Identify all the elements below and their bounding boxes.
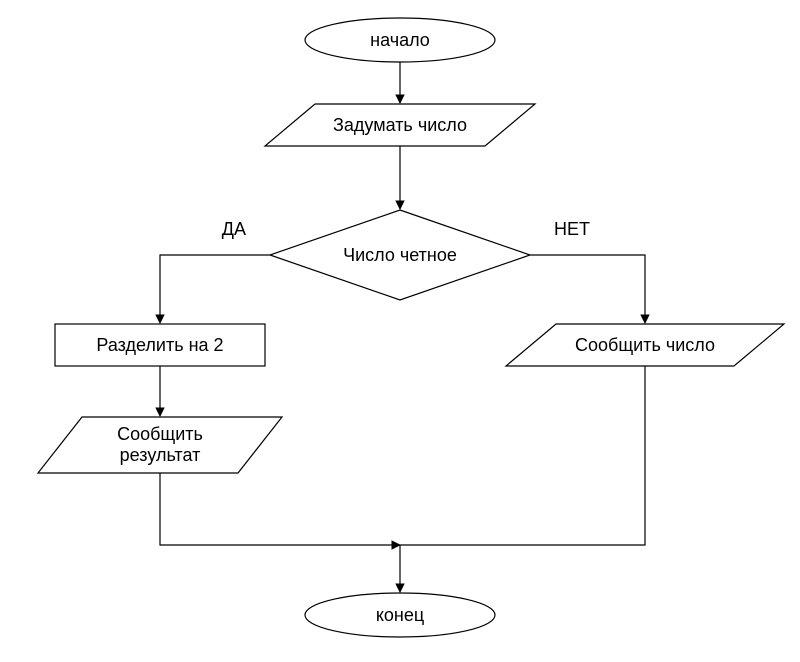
node-end: конец [305, 593, 495, 637]
node-yes-process: Разделить на 2 [55, 324, 265, 366]
node-start-label: начало [370, 30, 430, 50]
node-no-output: Сообщить число [506, 324, 784, 366]
node-yes-output-label1: Сообщить [117, 424, 203, 444]
branch-label-no: НЕТ [554, 219, 590, 239]
node-yes-output-label2: результат [120, 445, 201, 465]
arrow-decision-no [530, 255, 645, 323]
branch-label-yes: ДА [222, 219, 246, 239]
node-start: начало [305, 18, 495, 62]
arrow-yesout-to-merge [160, 473, 400, 545]
arrow-noout-to-merge [400, 366, 645, 545]
flowchart-canvas: начало Задумать число Число четное ДА НЕ… [0, 0, 800, 662]
node-yes-output: Сообщить результат [38, 417, 282, 473]
node-input-label: Задумать число [333, 115, 467, 135]
node-decision: Число четное [270, 210, 530, 300]
node-no-output-label: Сообщить число [575, 335, 715, 355]
node-decision-label: Число четное [343, 245, 457, 265]
node-yes-process-label: Разделить на 2 [96, 335, 223, 355]
arrow-decision-yes [160, 255, 270, 323]
node-end-label: конец [376, 605, 424, 625]
node-input: Задумать число [265, 104, 535, 146]
